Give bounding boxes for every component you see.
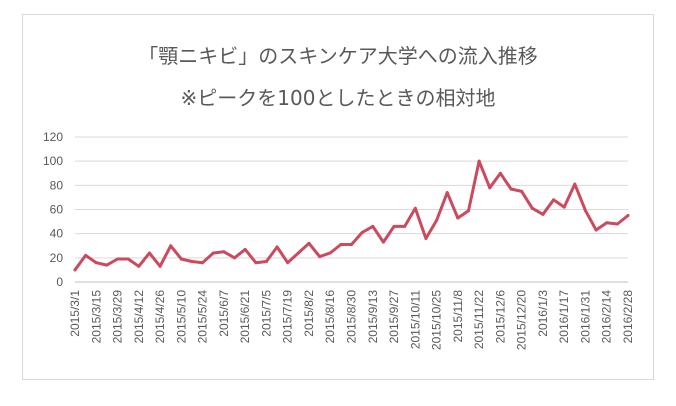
x-tick-label: 2015/7/5 [259,290,273,337]
data-point [296,251,300,255]
data-point [94,261,98,265]
x-tick-label: 2016/1/3 [536,290,550,337]
data-point [615,222,619,226]
data-point [73,268,77,272]
x-tick-label: 2015/5/10 [174,290,188,344]
x-tick-label: 2015/10/25 [430,290,444,350]
data-point [84,253,88,257]
x-tick-label: 2015/12/6 [493,290,507,344]
chart-frame [22,14,654,380]
data-point [381,240,385,244]
data-point [371,224,375,228]
data-point [137,264,141,268]
data-point [562,205,566,209]
data-point [147,251,151,255]
y-tick-label: 0 [56,275,63,289]
data-point [413,206,417,210]
data-point [307,241,311,245]
x-tick-label: 2015/10/11 [408,290,422,349]
data-point [488,186,492,190]
data-point [605,221,609,225]
data-point [158,264,162,268]
x-tick-label: 2015/3/15 [89,290,103,344]
chart-subtitle: ※ピークを100としたときの相対地 [180,86,496,110]
data-point [583,209,587,213]
data-point [477,159,481,163]
x-tick-label: 2015/4/26 [153,290,167,344]
x-tick-label: 2015/9/13 [366,290,380,344]
data-point [222,250,226,254]
data-point [105,263,109,267]
y-tick-label: 80 [50,178,64,192]
data-point [339,243,343,247]
x-tick-label: 2015/4/12 [132,290,146,344]
x-tick-label: 2015/5/24 [196,290,210,344]
y-tick-label: 60 [50,203,64,217]
series-line [73,159,630,272]
data-point [275,245,279,249]
data-point [594,228,598,232]
data-point [435,218,439,222]
data-point [626,214,630,218]
x-tick-label: 2015/6/7 [217,290,231,337]
x-tick-label: 2015/7/19 [281,290,295,344]
x-tick-label: 2016/2/28 [621,290,635,344]
data-point [190,259,194,263]
data-point [286,261,290,265]
data-point [243,247,247,251]
data-point [573,182,577,186]
data-point [445,191,449,195]
x-tick-label: 2016/2/14 [600,290,614,344]
y-tick-label: 20 [50,251,64,265]
data-point [520,189,524,193]
x-tick-label: 2015/3/29 [111,290,125,344]
y-tick-label: 40 [50,227,64,241]
y-tick-label: 120 [43,130,63,144]
data-point [466,209,470,213]
x-tick-label: 2015/11/22 [472,290,486,349]
data-point [530,206,534,210]
data-point [328,251,332,255]
x-tick-label: 2015/8/30 [345,290,359,344]
data-point [360,230,364,234]
data-point [541,212,545,216]
data-point [254,261,258,265]
data-point [350,243,353,247]
x-tick-label: 2016/1/31 [578,290,592,344]
data-point [456,216,460,220]
data-point [116,257,120,261]
x-tick-label: 2015/6/21 [238,290,252,344]
data-point [126,257,130,261]
x-tick-label: 2015/8/16 [323,290,337,344]
data-point [392,224,396,228]
chart-title: 「顎ニキビ」のスキンケア大学への流入推移 [138,44,538,68]
data-point [498,171,502,175]
x-tick-label: 2015/9/27 [387,290,401,344]
data-point [264,259,268,263]
x-tick-label: 2015/3/1 [68,290,82,337]
x-tick-label: 2015/12/20 [515,290,529,350]
data-point [552,198,556,202]
data-point [179,257,183,261]
data-point [201,261,205,265]
data-point [403,224,407,228]
data-point [424,237,428,240]
data-point [169,244,173,248]
data-point [509,187,513,191]
data-point [318,255,322,259]
y-tick-label: 100 [43,154,63,168]
x-tick-label: 2016/1/17 [557,290,571,344]
data-point [233,256,237,260]
x-tick-label: 2015/8/2 [302,290,316,337]
data-point [211,251,215,255]
x-tick-label: 2015/11/8 [451,290,465,343]
